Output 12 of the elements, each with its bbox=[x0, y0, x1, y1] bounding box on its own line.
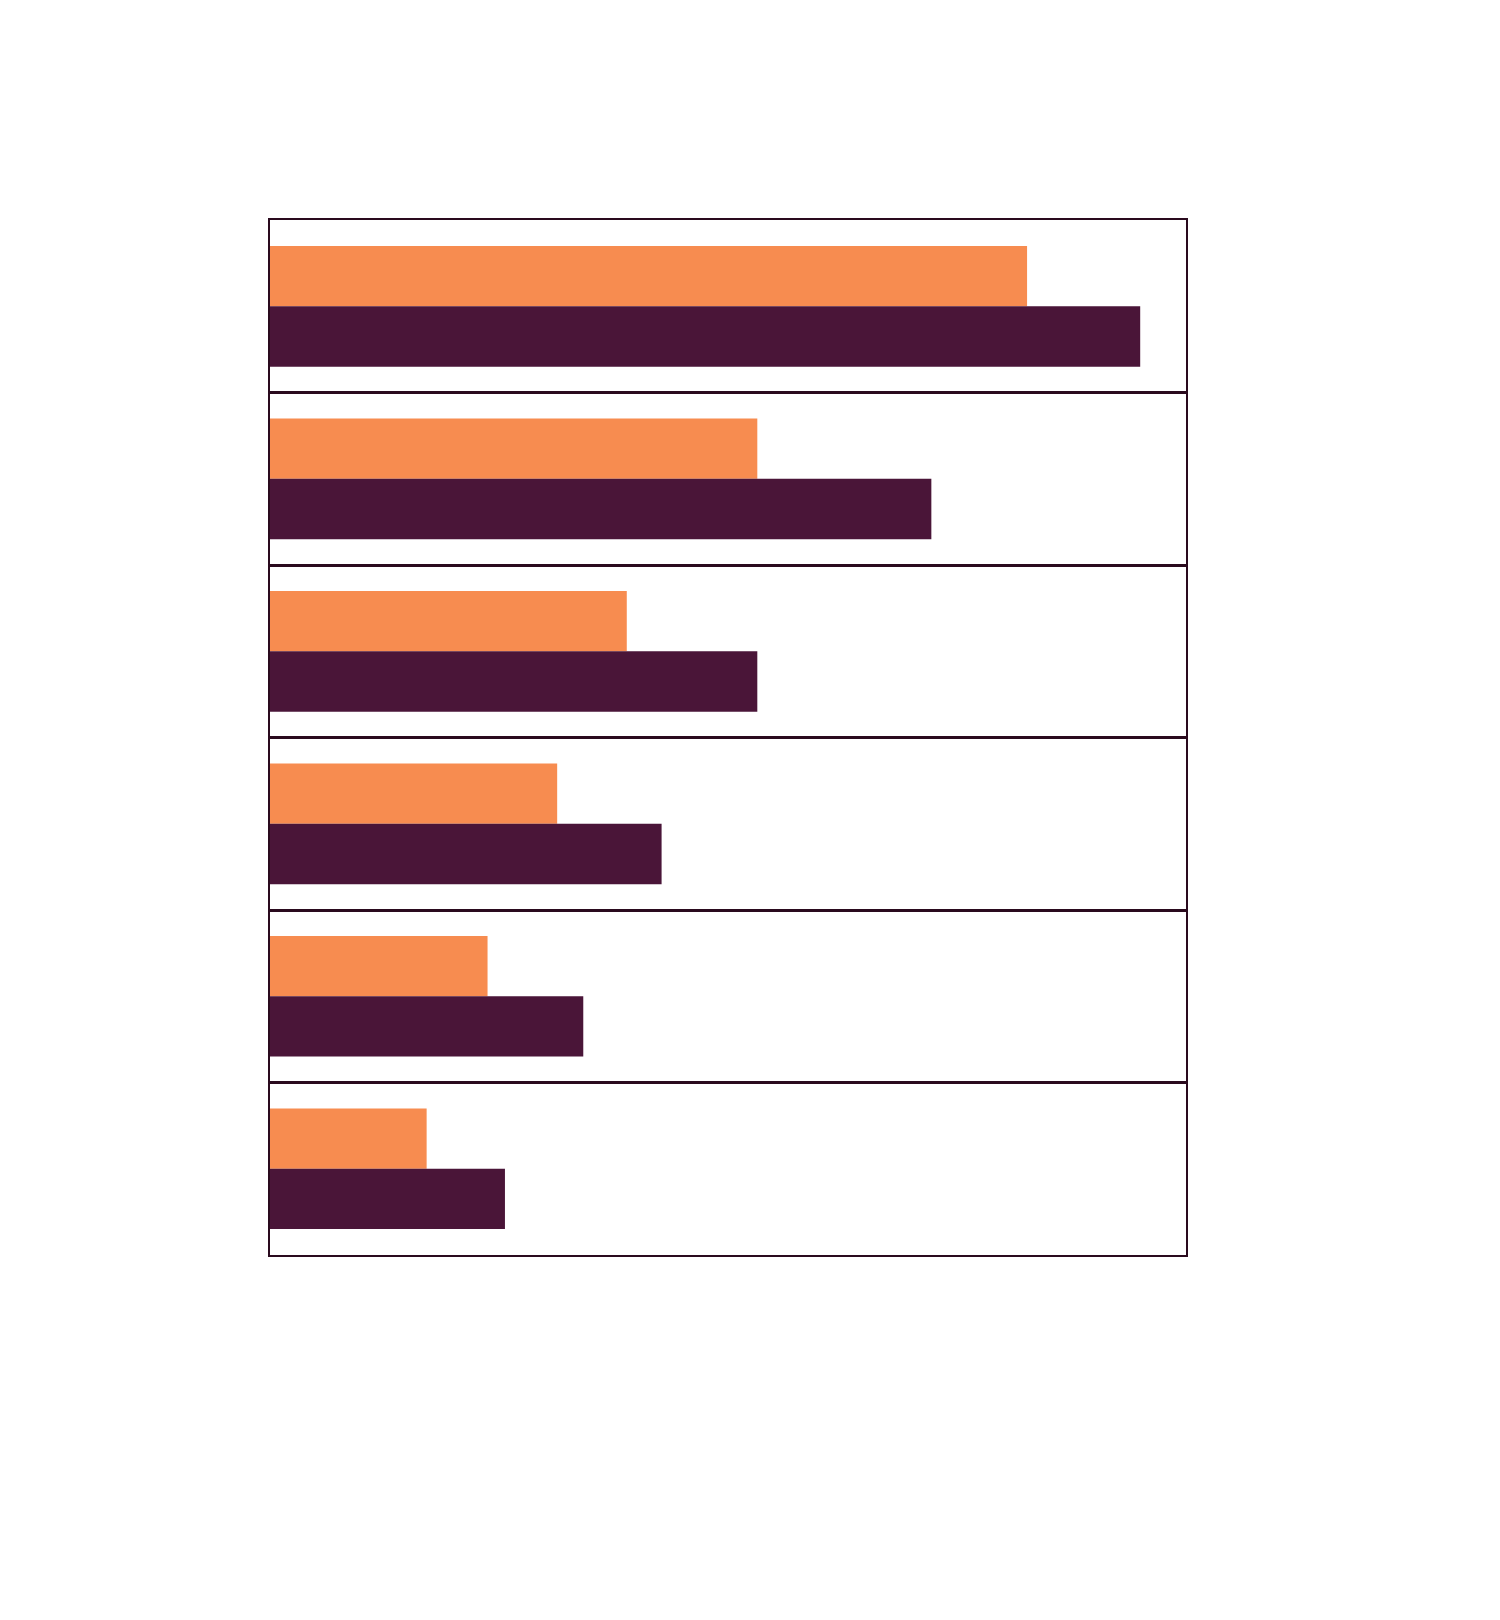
bar bbox=[270, 306, 1141, 367]
bar bbox=[270, 1168, 505, 1230]
bar bbox=[270, 1108, 427, 1169]
bar bbox=[270, 996, 584, 1057]
bar bbox=[270, 245, 1028, 307]
bar bbox=[270, 651, 758, 712]
bar bbox=[270, 478, 932, 540]
bar bbox=[270, 935, 488, 997]
bar bbox=[270, 763, 558, 824]
bar bbox=[270, 823, 662, 885]
bar bbox=[270, 418, 758, 479]
bar bbox=[270, 590, 627, 652]
